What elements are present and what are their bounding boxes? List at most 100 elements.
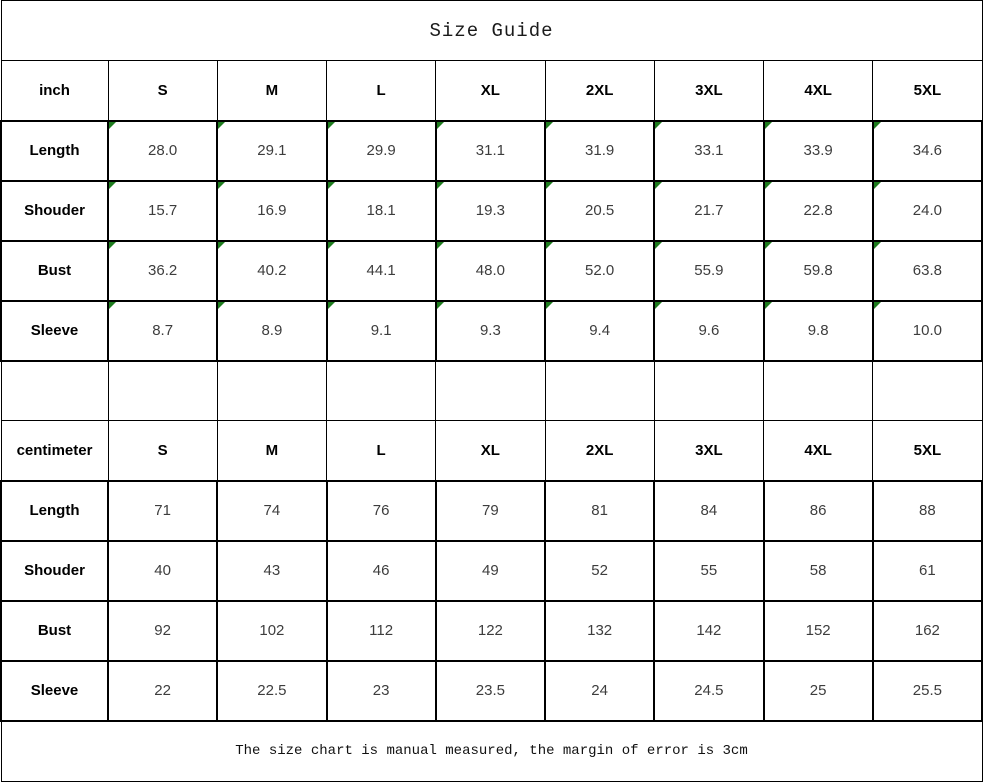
comment-flag-icon xyxy=(437,242,444,249)
value-cell: 76 xyxy=(325,479,437,542)
comment-flag-icon xyxy=(110,122,116,129)
value-cell: 9.4 xyxy=(543,299,656,362)
value-cell: 102 xyxy=(216,599,328,662)
comment-flag-icon xyxy=(219,242,226,249)
size-header-m: M xyxy=(216,60,328,121)
cell-value: 9.8 xyxy=(807,322,829,339)
value-cell: 22.5 xyxy=(216,659,328,722)
value-cell: 22.8 xyxy=(762,179,874,242)
cell-value: 20.5 xyxy=(585,202,615,219)
size-header-l: L xyxy=(325,420,437,481)
value-cell: 10.0 xyxy=(871,299,983,362)
comment-flag-icon xyxy=(547,122,553,129)
value-cell: 20.5 xyxy=(543,179,656,242)
comment-flag-icon xyxy=(437,302,444,309)
value-cell: 8.9 xyxy=(216,299,328,362)
comment-flag-icon xyxy=(547,242,553,249)
empty-cell xyxy=(435,360,546,421)
size-header-xl: XL xyxy=(435,420,546,481)
cell-value: 48.0 xyxy=(475,262,505,279)
size-header-2xl: 2XL xyxy=(544,420,655,481)
value-cell: 40.2 xyxy=(216,239,328,302)
value-cell: 142 xyxy=(653,599,765,662)
value-cell: 52.0 xyxy=(543,239,656,302)
comment-flag-icon xyxy=(110,302,116,309)
value-cell: 40 xyxy=(106,539,219,602)
comment-flag-icon xyxy=(656,242,663,249)
cell-value: 18.1 xyxy=(366,202,396,219)
value-cell: 28.0 xyxy=(106,119,219,182)
empty-cell xyxy=(107,360,218,421)
value-cell: 9.1 xyxy=(325,299,437,362)
cell-value: 15.7 xyxy=(148,202,178,219)
value-cell: 61 xyxy=(871,539,983,602)
cell-value: 19.3 xyxy=(475,202,505,219)
unit-header-inch: inch xyxy=(0,60,109,121)
comment-flag-icon xyxy=(765,242,772,249)
value-cell: 25.5 xyxy=(871,659,983,722)
value-cell: 9.3 xyxy=(434,299,547,362)
empty-cell xyxy=(653,360,765,421)
cell-value: 21.7 xyxy=(694,202,724,219)
value-cell: 29.9 xyxy=(325,119,437,182)
table-row: Length 28.0 29.1 29.9 31.1 31.9 33.1 33.… xyxy=(0,119,983,182)
value-cell: 33.9 xyxy=(762,119,874,182)
value-cell: 24.5 xyxy=(653,659,765,722)
comment-flag-icon xyxy=(110,242,116,249)
row-label-bust-cm: Bust xyxy=(0,599,109,662)
comment-flag-icon xyxy=(765,302,772,309)
value-cell: 55 xyxy=(653,539,765,602)
size-header-xl: XL xyxy=(435,60,546,121)
value-cell: 8.7 xyxy=(106,299,219,362)
value-cell: 55.9 xyxy=(653,239,765,302)
row-label-bust-inch: Bust xyxy=(0,239,109,302)
comment-flag-icon xyxy=(656,302,663,309)
cell-value: 33.9 xyxy=(803,142,833,159)
value-cell: 92 xyxy=(106,599,219,662)
table-row: Shouder 40 43 46 49 52 55 58 61 xyxy=(0,539,983,602)
value-cell: 71 xyxy=(106,479,219,542)
size-header-5xl: 5XL xyxy=(872,420,983,481)
table-row: Bust 92 102 112 122 132 142 152 162 xyxy=(0,599,983,662)
cell-value: 44.1 xyxy=(366,262,396,279)
value-cell: 36.2 xyxy=(106,239,219,302)
size-header-2xl: 2XL xyxy=(544,60,655,121)
empty-cell xyxy=(325,360,437,421)
table-row: Sleeve 8.7 8.9 9.1 9.3 9.4 9.6 9.8 10.0 xyxy=(0,299,983,362)
row-label-length-cm: Length xyxy=(0,479,109,542)
comment-flag-icon xyxy=(874,242,881,249)
empty-cell xyxy=(872,360,983,421)
value-cell: 112 xyxy=(325,599,437,662)
row-label-sleeve-inch: Sleeve xyxy=(0,299,109,362)
value-cell: 15.7 xyxy=(106,179,219,242)
value-cell: 31.9 xyxy=(543,119,656,182)
comment-flag-icon xyxy=(328,302,335,309)
value-cell: 9.6 xyxy=(653,299,765,362)
value-cell: 16.9 xyxy=(216,179,328,242)
cell-value: 8.9 xyxy=(261,322,283,339)
value-cell: 9.8 xyxy=(762,299,874,362)
value-cell: 22 xyxy=(106,659,219,722)
comment-flag-icon xyxy=(219,302,226,309)
row-label-sleeve-cm: Sleeve xyxy=(0,659,109,722)
comment-flag-icon xyxy=(328,182,335,189)
cell-value: 55.9 xyxy=(694,262,724,279)
cell-value: 40.2 xyxy=(257,262,287,279)
comment-flag-icon xyxy=(656,182,663,189)
cell-value: 24.0 xyxy=(912,202,942,219)
value-cell: 23 xyxy=(325,659,437,722)
value-cell: 24 xyxy=(543,659,656,722)
cell-value: 28.0 xyxy=(148,142,178,159)
cell-value: 9.4 xyxy=(589,322,611,339)
value-cell: 132 xyxy=(543,599,656,662)
row-label-length-inch: Length xyxy=(0,119,109,182)
value-cell: 46 xyxy=(325,539,437,602)
size-header-s: S xyxy=(107,60,218,121)
value-cell: 23.5 xyxy=(434,659,547,722)
empty-cell xyxy=(762,360,874,421)
value-cell: 19.3 xyxy=(434,179,547,242)
value-cell: 34.6 xyxy=(871,119,983,182)
empty-cell xyxy=(0,360,109,421)
